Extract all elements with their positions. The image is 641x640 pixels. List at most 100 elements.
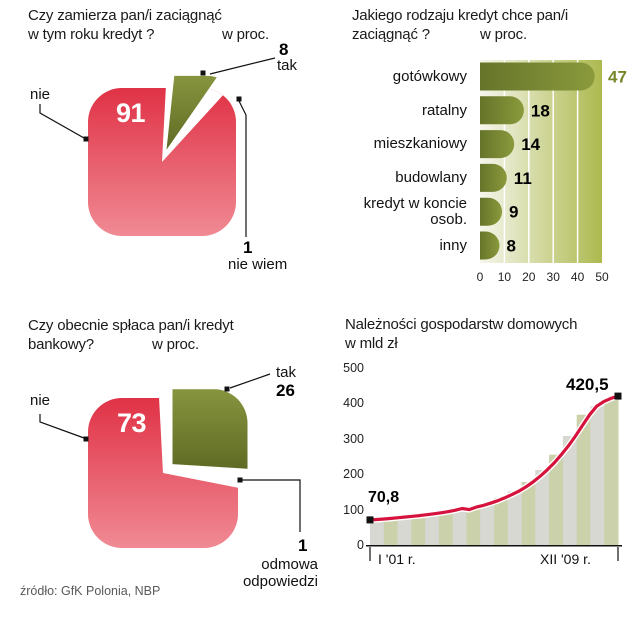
- y-tick-label: 200: [343, 467, 364, 482]
- bar-plot-background: [480, 60, 602, 263]
- area-stripe: [576, 414, 591, 545]
- area-stripe: [521, 482, 536, 545]
- callout-marker: [224, 386, 230, 392]
- nie-value-big: 91: [116, 98, 146, 128]
- y-tick-label: 300: [343, 431, 364, 446]
- y-tick-label: 0: [357, 538, 364, 552]
- start-value-label: 70,8: [368, 489, 400, 506]
- x-start-label: I '01 r.: [378, 551, 416, 567]
- nie-label: nie: [30, 86, 51, 103]
- pie-tak-wedge: [172, 389, 248, 469]
- panel-title-intent: Czy zamierza pan/i zaciągnąć w tym roku …: [28, 6, 328, 44]
- tak-value: 26: [276, 381, 295, 400]
- title-line2: w tym roku kredyt ?: [28, 26, 155, 43]
- title-line1: Jakiego rodzaju kredyt chce pan/i: [352, 7, 569, 24]
- pie-tak-wedge: [166, 75, 218, 150]
- area-stripe: [535, 470, 550, 545]
- bar: [480, 163, 507, 192]
- niewiem-label: nie wiem: [228, 256, 288, 273]
- title-line2: w mld zł: [345, 335, 398, 352]
- niewiem-value: 1: [243, 238, 253, 257]
- callout-marker: [83, 136, 89, 142]
- source-note: źródło: GfK Polonia, NBP: [20, 584, 161, 598]
- callout-marker: [83, 436, 89, 442]
- callout-line: [209, 57, 276, 75]
- area-stripe: [590, 406, 605, 545]
- trend-line: [368, 394, 620, 522]
- panel-repaying: Czy obecnie spłaca pan/i kredyt bankowy?…: [0, 308, 330, 640]
- area-stripe: [549, 454, 564, 545]
- odmowa-value: 1: [298, 536, 308, 555]
- bar: [480, 197, 502, 226]
- panel-credit-type: Jakiego rodzaju kredyt chce pan/i zaciąg…: [330, 0, 641, 305]
- bar-category-label: gotówkowy: [392, 67, 467, 85]
- bar-category-label: kredyt w koncie osob.: [363, 195, 467, 229]
- y-tick-label: 500: [343, 361, 364, 375]
- x-tick-label: 10: [498, 270, 512, 284]
- area-stripe: [452, 508, 467, 545]
- bar-category-label: budowlany: [395, 169, 467, 187]
- bar: [480, 96, 524, 125]
- panel-title-type: Jakiego rodzaju kredyt chce pan/i zaciąg…: [352, 6, 637, 44]
- bar-category-label: mieszkaniowy: [373, 135, 467, 153]
- start-marker: [366, 516, 374, 524]
- x-tick-label: 0: [477, 270, 484, 284]
- end-marker: [614, 392, 622, 400]
- bar-value-label: 11: [514, 169, 532, 188]
- tak-value: 8: [279, 40, 289, 59]
- area-stripe: [383, 518, 399, 545]
- x-end-label: XII '09 r.: [540, 551, 591, 567]
- tak-label: tak: [276, 364, 297, 381]
- nie-value-big: 73: [117, 408, 147, 438]
- callout-line: [242, 479, 301, 532]
- square-pie-repaying: [39, 373, 301, 548]
- end-value-label: 420,5: [566, 375, 609, 394]
- title-line1: Czy obecnie spłaca pan/i kredyt: [28, 317, 234, 334]
- bar-value-label: 14: [521, 135, 540, 154]
- area-stripe: [425, 513, 440, 545]
- title-line1: Należności gospodarstw domowych: [345, 316, 578, 333]
- tak-label: tak: [277, 57, 298, 74]
- bar-chart: 47 18 14 11 9 8 0 10 20 30 40 50: [477, 60, 627, 284]
- bar: [480, 62, 595, 91]
- area-stripe: [397, 517, 412, 545]
- nie-label: nie: [30, 392, 51, 409]
- callout-marker: [236, 96, 242, 102]
- line-chart: [366, 392, 622, 561]
- callout-marker: [200, 70, 206, 76]
- area-stripe: [480, 503, 495, 545]
- y-tick-label: 400: [343, 396, 364, 411]
- bar: [480, 231, 500, 260]
- x-tick-label: 30: [547, 270, 561, 284]
- area-stripe: [411, 515, 426, 545]
- area-stripe: [604, 398, 619, 545]
- callout-line: [229, 373, 271, 389]
- title-line2: zaciągnąć ?: [352, 26, 430, 43]
- panel-title-receivables: Należności gospodarstw domowych w mld zł: [345, 315, 640, 353]
- bar-value-label: 47: [608, 68, 627, 87]
- unit-label: w proc.: [222, 26, 269, 43]
- x-tick-label: 20: [522, 270, 536, 284]
- title-line2: bankowy?: [28, 336, 94, 353]
- bar-categories: gotówkowy ratalny mieszkaniowy budowlany kre…: [330, 60, 474, 263]
- callout-line: [238, 100, 247, 237]
- area-stripe: [466, 507, 481, 545]
- callout-line: [39, 104, 85, 139]
- x-tick-label: 50: [595, 270, 609, 284]
- square-pie-intent: [39, 57, 276, 237]
- area-stripe: [438, 511, 454, 545]
- pie-main-segment: [88, 88, 236, 236]
- bar-value-label: 8: [507, 237, 516, 256]
- area-stripe: [494, 497, 509, 545]
- callout-marker: [237, 477, 243, 483]
- odmowa-label: odmowa odpowiedzi: [242, 556, 318, 590]
- bar-category-label: ratalny: [421, 101, 467, 119]
- area-stripe: [507, 491, 523, 545]
- area-stripe: [562, 436, 578, 545]
- panel-title-repaying: Czy obecnie spłaca pan/i kredyt bankowy?…: [28, 316, 328, 354]
- y-tick-label: 100: [343, 502, 364, 517]
- callout-line: [39, 414, 85, 439]
- x-tick-label: 40: [571, 270, 585, 284]
- unit-label: w proc.: [152, 336, 199, 353]
